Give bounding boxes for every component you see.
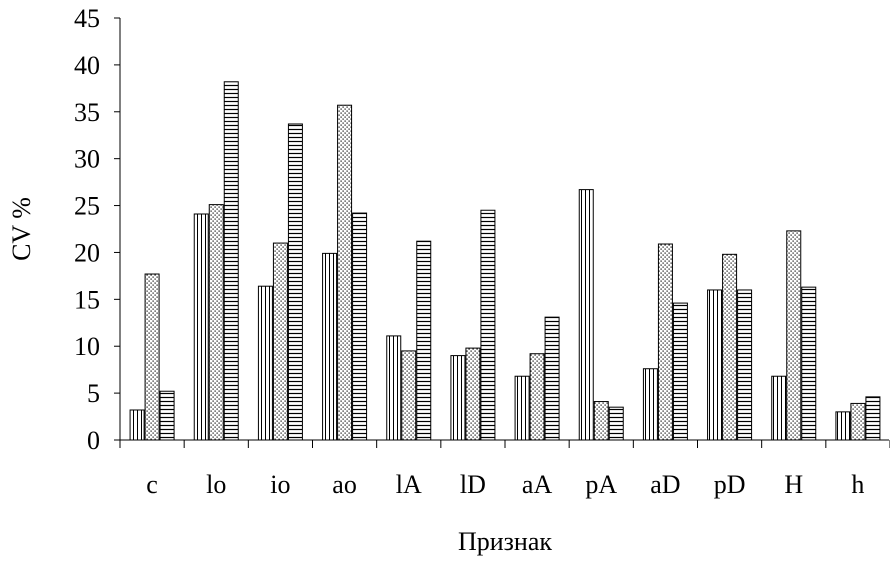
bar-lD-series-2 (465, 347, 481, 441)
y-tick-label: 30 (74, 145, 100, 174)
y-axis-title: CV % (7, 197, 36, 261)
x-axis-title: Признак (458, 527, 552, 556)
bar-ao-series-2 (337, 104, 353, 441)
y-tick-label: 35 (74, 98, 100, 127)
x-tick-label: lA (396, 470, 422, 499)
y-tick-label: 45 (74, 4, 100, 33)
y-tick-label: 10 (74, 332, 100, 361)
x-tick-label: io (270, 470, 290, 499)
x-tick-label: ao (332, 470, 357, 499)
bar-pA-series-1 (578, 189, 594, 441)
bar-lD-series-1 (450, 355, 466, 441)
bar-ao-series-1 (322, 252, 338, 441)
bar-lo-series-3 (223, 81, 239, 441)
bar-lA-series-3 (416, 240, 432, 441)
x-tick-label: pD (714, 470, 746, 499)
bar-H-series-3 (801, 286, 817, 441)
bar-aD-series-1 (642, 368, 658, 441)
bar-io-series-2 (272, 242, 288, 441)
x-tick-label: lD (460, 470, 486, 499)
bar-lA-series-1 (386, 335, 402, 441)
bar-h-series-1 (835, 411, 851, 441)
bar-io-series-1 (257, 285, 273, 441)
bar-pA-series-3 (608, 406, 624, 441)
bar-lA-series-2 (401, 350, 417, 441)
axes (114, 17, 890, 448)
bar-aA-series-2 (529, 353, 545, 441)
bar-io-series-3 (287, 123, 303, 441)
bar-c-series-1 (129, 409, 145, 441)
bar-lo-series-1 (193, 213, 209, 441)
y-tick-label: 0 (87, 426, 100, 455)
x-tick-label: aD (650, 470, 680, 499)
bar-aA-series-3 (544, 316, 560, 441)
bar-aD-series-3 (672, 302, 688, 441)
bar-lo-series-2 (208, 204, 224, 441)
bar-h-series-2 (850, 402, 866, 441)
bar-H-series-1 (771, 375, 787, 441)
y-tick-label: 25 (74, 192, 100, 221)
bar-pD-series-2 (722, 253, 738, 441)
bar-lD-series-3 (480, 209, 496, 441)
x-tick-label: H (784, 470, 803, 499)
x-tick-label: aA (522, 470, 553, 499)
y-tick-label: 15 (74, 285, 100, 314)
bar-c-series-2 (144, 273, 160, 441)
y-tick-label: 5 (87, 379, 100, 408)
bar-c-series-3 (159, 390, 175, 441)
x-tick-label: pA (585, 470, 617, 499)
y-tick-label: 40 (74, 51, 100, 80)
bars (129, 81, 881, 441)
x-tick-label: lo (206, 470, 226, 499)
bar-ao-series-3 (352, 212, 368, 441)
bar-pD-series-1 (707, 289, 723, 441)
bar-pA-series-2 (593, 401, 609, 441)
bar-aA-series-1 (514, 375, 530, 441)
bar-pD-series-3 (737, 289, 753, 441)
bar-h-series-3 (865, 396, 881, 441)
bar-H-series-2 (786, 230, 802, 441)
x-tick-label: c (146, 470, 158, 499)
x-tick-label: h (851, 470, 864, 499)
y-tick-label: 20 (74, 238, 100, 267)
bar-aD-series-2 (657, 243, 673, 441)
